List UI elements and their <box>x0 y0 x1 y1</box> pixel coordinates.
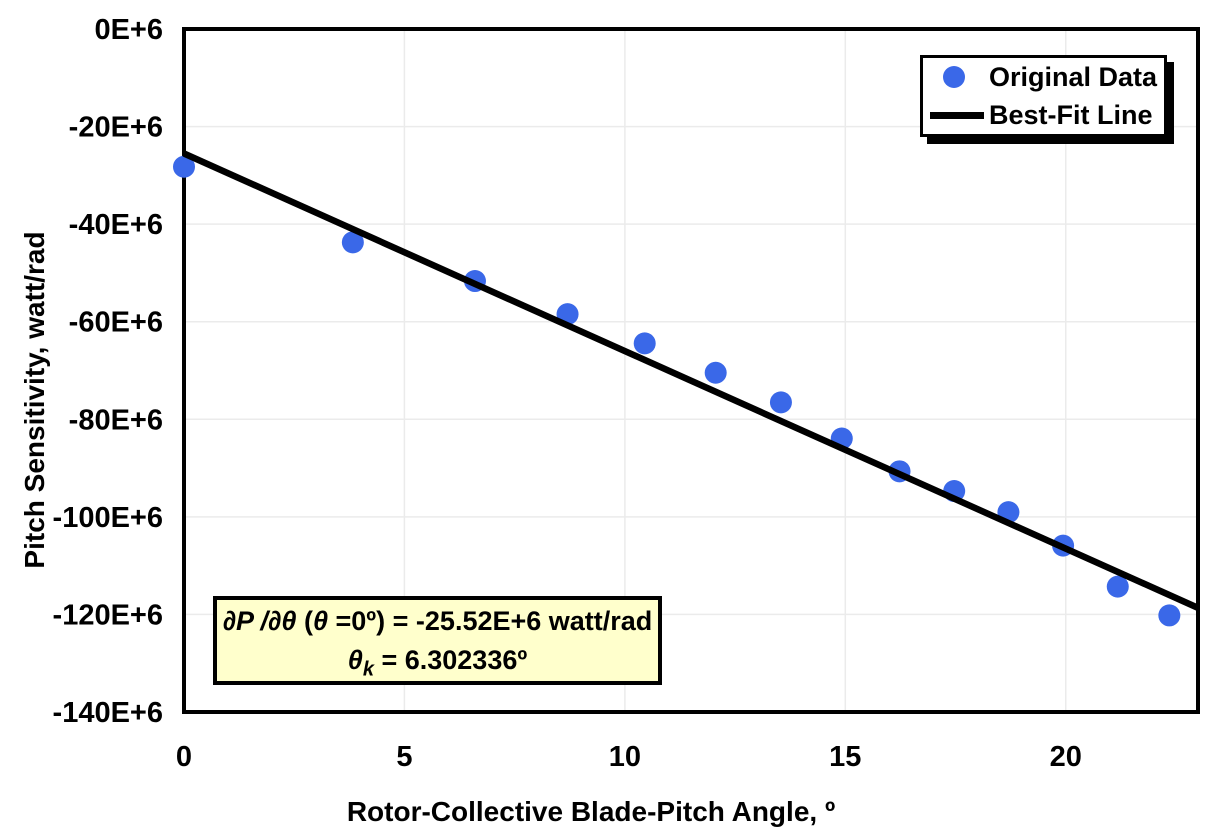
black-line-marker-icon <box>930 111 984 119</box>
y-tick-label: -140E+6 <box>53 697 163 729</box>
data-point <box>704 361 727 384</box>
legend-item-original-data: Original Data <box>923 58 1164 96</box>
x-tick-label: 20 <box>1050 741 1082 773</box>
partial-derivative-expression: ∂P /∂θ <box>222 605 304 636</box>
annotation-line-1: ∂P /∂θ (θ =0º) = -25.52E+6 watt/rad <box>222 605 653 636</box>
y-tick-label: -80E+6 <box>69 404 163 436</box>
x-tick-label: 10 <box>609 741 641 773</box>
y-tick-label: -20E+6 <box>69 112 163 144</box>
x-tick-label: 0 <box>176 741 192 773</box>
y-tick-label: -60E+6 <box>69 307 163 339</box>
y-axis-title: Pitch Sensitivity, watt/rad <box>19 231 50 568</box>
fit-equation-annotation: ∂P /∂θ (θ =0º) = -25.52E+6 watt/rad θk =… <box>213 596 662 685</box>
legend-item-best-fit-line: Best-Fit Line <box>923 96 1164 134</box>
theta-symbol: θ <box>347 644 363 675</box>
y-tick-label: -40E+6 <box>69 209 163 241</box>
x-tick-label: 15 <box>829 741 861 773</box>
plot-frame <box>182 27 1200 714</box>
y-tick-label: -100E+6 <box>53 502 163 534</box>
y-tick-label: -120E+6 <box>53 599 163 631</box>
data-point <box>633 332 656 355</box>
best-fit-line <box>182 150 1200 611</box>
data-point <box>1158 604 1181 627</box>
chart-legend: Original Data Best-Fit Line <box>920 55 1167 137</box>
legend-label-best-fit-line: Best-Fit Line <box>989 99 1153 130</box>
x-tick-label: 5 <box>396 741 412 773</box>
theta-subscript-k: k <box>362 657 374 680</box>
data-point <box>769 391 792 414</box>
data-point <box>341 231 364 254</box>
annotation-line-2: θk = 6.302336º <box>347 644 528 680</box>
legend-label-original-data: Original Data <box>989 61 1158 92</box>
data-point <box>173 155 195 178</box>
blue-dot-marker-icon <box>943 66 965 88</box>
data-point <box>1106 575 1129 598</box>
y-tick-label: 0E+6 <box>94 14 163 46</box>
x-axis-title: Rotor-Collective Blade-Pitch Angle, º <box>347 796 835 827</box>
